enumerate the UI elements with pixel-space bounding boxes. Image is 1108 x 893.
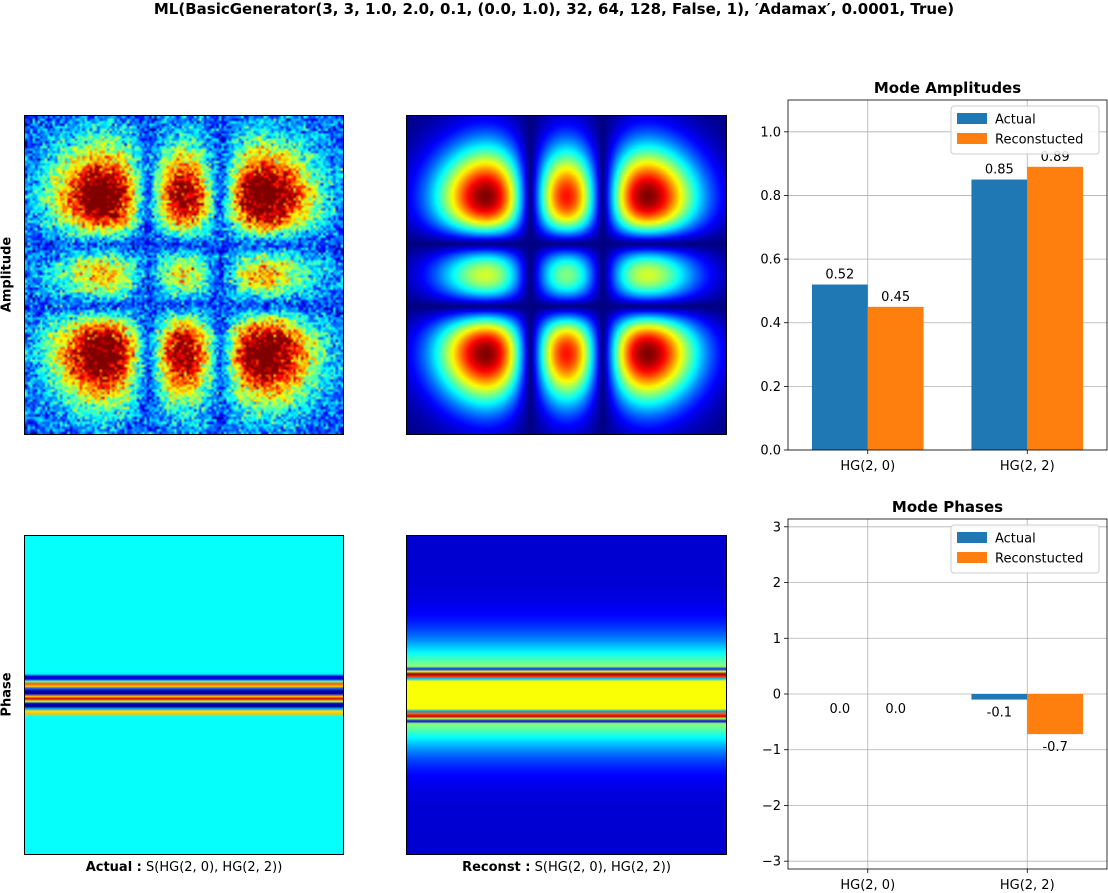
phases-bar-label: 0.0 [885, 702, 906, 717]
amplitudes-bar-actual [811, 284, 868, 450]
phases-xtick-label: HG(2, 2) [1000, 878, 1055, 893]
phases-title: Mode Phases [892, 498, 1003, 516]
amplitudes-bar-actual [971, 179, 1028, 450]
reconst-caption-text: S(HG(2, 0), HG(2, 2)) [534, 860, 671, 875]
phases-bar-label: -0.1 [987, 706, 1012, 721]
reconst-caption: Reconst : S(HG(2, 0), HG(2, 2)) [406, 860, 727, 875]
amplitudes-legend-label: Reconstucted [995, 133, 1083, 148]
amplitudes-ytick-label: 0.6 [760, 253, 781, 268]
phases-legend-swatch [957, 552, 987, 563]
phases-legend-label: Reconstucted [995, 552, 1083, 567]
amplitudes-bar-reconstructed [867, 306, 924, 450]
amplitudes-bar-label: 0.85 [985, 163, 1014, 178]
amplitudes-bar-label: 0.45 [881, 290, 910, 305]
amplitudes-bar-reconstructed [1027, 166, 1084, 450]
actual-caption-prefix: Actual : [85, 860, 142, 875]
reconst-caption-prefix: Reconst : [462, 860, 531, 875]
amplitudes-bar-label: 0.52 [825, 268, 854, 283]
phases-xtick-label: HG(2, 0) [840, 878, 895, 893]
mode-amplitudes-chart: Mode Amplitudes 0.0 0.2 0.4 0.6 0.8 1.0 HG(2, 0… [760, 79, 1108, 474]
phases-bar-label: 0.0 [829, 702, 850, 717]
reconstructed-amplitude-image [406, 115, 727, 435]
actual-phase-image [24, 535, 344, 855]
phases-ytick-label: 0 [773, 688, 781, 703]
amplitudes-ytick-label: 0.0 [760, 444, 781, 459]
actual-amplitude-image [24, 115, 344, 435]
amplitudes-legend [950, 105, 1100, 155]
amplitudes-title: Mode Amplitudes [874, 79, 1021, 97]
phases-ytick-label: −3 [762, 855, 781, 870]
amplitudes-legend-swatch [957, 133, 987, 144]
phases-legend [950, 524, 1100, 574]
phases-ytick-label: 2 [773, 576, 781, 591]
amplitudes-xtick-label: HG(2, 2) [1000, 459, 1055, 474]
amplitudes-ytick-label: 0.2 [760, 380, 781, 395]
actual-caption-text: S(HG(2, 0), HG(2, 2)) [146, 860, 283, 875]
amplitudes-axes-frame [787, 99, 1108, 451]
phases-ytick-label: −2 [762, 799, 781, 814]
amplitudes-xtick-label: HG(2, 0) [840, 459, 895, 474]
amplitudes-ytick-label: 0.4 [760, 316, 781, 331]
amplitudes-ytick-label: 0.8 [760, 189, 781, 204]
row-label-phase: Phase [0, 672, 15, 717]
phases-axes-frame [787, 518, 1108, 870]
row-label-amplitude: Amplitude [0, 236, 15, 313]
phases-legend-swatch [957, 532, 987, 543]
actual-caption: Actual : S(HG(2, 0), HG(2, 2)) [24, 860, 344, 875]
reconstructed-phase-image [406, 535, 727, 855]
phases-ytick-label: 3 [773, 520, 781, 535]
amplitudes-legend-label: Actual [995, 113, 1036, 128]
mode-phases-chart: Mode Phases −3 −2 −1 0 1 2 3 HG(2, 0) HG(2, 2) 0.0… [762, 498, 1108, 893]
phases-ytick-label: −1 [762, 743, 781, 758]
amplitudes-ytick-label: 1.0 [760, 125, 781, 140]
figure-title: ML(BasicGenerator(3, 3, 1.0, 2.0, 0.1, (… [153, 0, 955, 18]
phases-legend-label: Actual [995, 532, 1036, 547]
phases-bar-label: -0.7 [1042, 740, 1067, 755]
phases-ytick-label: 1 [773, 632, 781, 647]
phases-bar-reconstructed [1027, 694, 1084, 735]
phases-bar-actual [971, 694, 1028, 700]
amplitudes-legend-swatch [957, 113, 987, 124]
